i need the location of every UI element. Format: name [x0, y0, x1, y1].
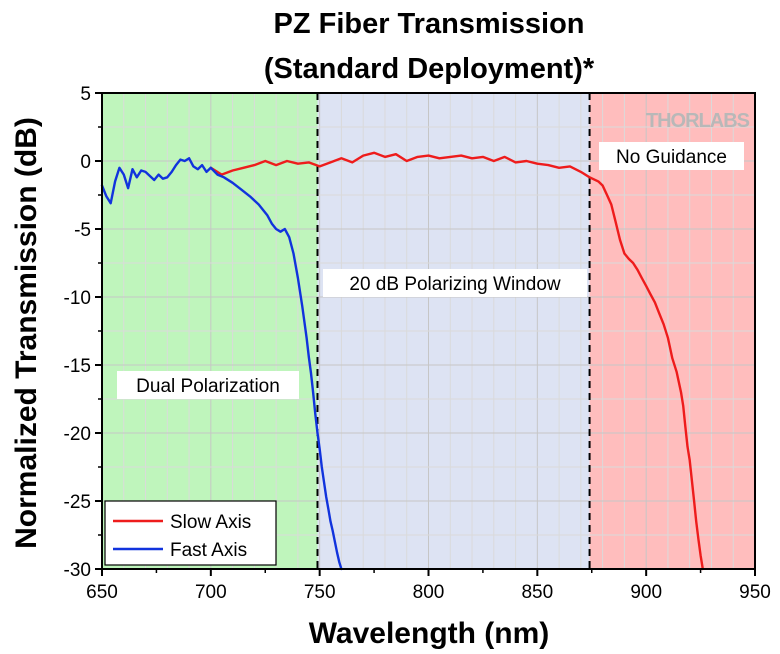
chart-title-line-1: PZ Fiber Transmission: [273, 8, 584, 40]
region-label-box: [117, 371, 299, 399]
legend-label: Fast Axis: [170, 540, 247, 561]
region-label-box: [323, 269, 587, 297]
legend: Slow Axis Fast Axis: [104, 500, 277, 566]
x-tick-label: 800: [413, 582, 445, 603]
y-tick-label: -15: [64, 356, 91, 377]
y-tick-label: 5: [80, 84, 91, 105]
chart-title-line-2: (Standard Deployment)*: [264, 53, 595, 85]
window-boundaries: [316, 93, 591, 569]
y-tick-label: -25: [64, 492, 91, 513]
region-labels: Dual Polarization 20 dB Polarizing Window…: [117, 110, 751, 399]
y-tick-label: -5: [74, 220, 91, 241]
x-axis-title: Wavelength (nm): [309, 617, 550, 650]
series-line-slow-axis: [209, 151, 704, 571]
data-series: [100, 151, 704, 571]
y-tick-label: -20: [64, 424, 91, 445]
axis-ticks: 650 700 750 800 850 900 950 5 0 -5 -10 -15 -20 -25 -30: [64, 84, 771, 603]
region-label: Dual Polarization: [136, 376, 280, 397]
x-tick-label: 850: [521, 582, 553, 603]
x-tick-label: 900: [630, 582, 662, 603]
region-label: No Guidance: [616, 147, 727, 168]
y-tick-label: 0: [80, 152, 91, 173]
grid: [101, 92, 756, 570]
series-line-fast-axis: [100, 157, 343, 571]
y-axis-title: Normalized Transmission (dB): [10, 117, 43, 549]
x-tick-label: 950: [739, 582, 771, 603]
thorlabs-logo: THORLABS: [646, 110, 750, 132]
x-tick-label: 650: [86, 582, 118, 603]
x-tick-label: 700: [195, 582, 227, 603]
legend-box: [104, 500, 277, 566]
x-tick-label: 750: [304, 582, 336, 603]
y-tick-label: -30: [64, 560, 91, 581]
y-tick-label: -10: [64, 288, 91, 309]
region-label-box: [599, 142, 744, 170]
region-label: 20 dB Polarizing Window: [349, 274, 560, 295]
legend-label: Slow Axis: [170, 512, 251, 533]
